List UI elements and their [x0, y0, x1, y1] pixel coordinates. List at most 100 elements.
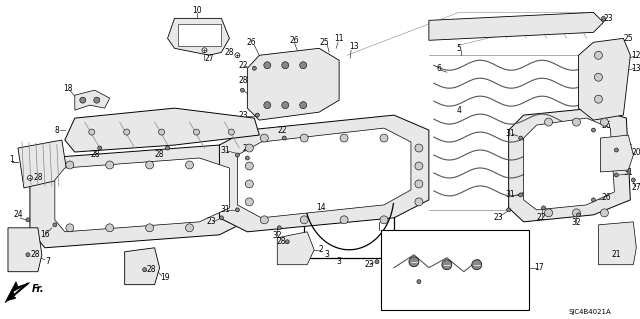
Circle shape: [300, 216, 308, 224]
Circle shape: [282, 136, 286, 140]
Circle shape: [245, 180, 253, 188]
Circle shape: [282, 102, 289, 109]
Text: 11: 11: [334, 34, 344, 43]
Polygon shape: [598, 222, 636, 265]
Text: 17: 17: [534, 263, 543, 272]
Text: 31: 31: [506, 190, 515, 199]
Circle shape: [602, 16, 605, 20]
Circle shape: [600, 118, 609, 126]
Text: 23: 23: [604, 14, 613, 23]
Circle shape: [631, 178, 636, 182]
Circle shape: [285, 240, 289, 244]
Circle shape: [26, 218, 30, 222]
Circle shape: [340, 216, 348, 224]
Bar: [381, 230, 529, 310]
Circle shape: [264, 62, 271, 69]
Circle shape: [235, 53, 240, 58]
Circle shape: [66, 224, 74, 232]
Circle shape: [53, 223, 57, 227]
Circle shape: [124, 129, 130, 135]
Text: 31: 31: [422, 280, 432, 289]
Text: 28: 28: [33, 174, 43, 182]
Text: 10: 10: [193, 6, 202, 15]
Circle shape: [541, 206, 545, 210]
Circle shape: [380, 134, 388, 142]
Circle shape: [417, 280, 421, 284]
Text: 22: 22: [239, 61, 248, 70]
Text: 32: 32: [273, 231, 282, 240]
Text: 24: 24: [243, 144, 252, 152]
Circle shape: [518, 136, 523, 140]
Text: 26: 26: [602, 193, 611, 202]
Circle shape: [595, 51, 602, 59]
Polygon shape: [247, 48, 339, 120]
Text: 27: 27: [632, 183, 640, 192]
Circle shape: [252, 66, 257, 70]
Circle shape: [415, 198, 423, 206]
Text: 3: 3: [324, 250, 330, 259]
Text: 5: 5: [456, 44, 461, 53]
Circle shape: [159, 129, 164, 135]
Text: 3: 3: [337, 257, 342, 266]
Polygon shape: [579, 38, 630, 120]
Circle shape: [518, 193, 523, 197]
Polygon shape: [65, 108, 259, 152]
Text: 16: 16: [40, 230, 50, 239]
Circle shape: [245, 156, 250, 160]
Polygon shape: [75, 90, 109, 110]
Circle shape: [106, 161, 114, 169]
Circle shape: [80, 97, 86, 103]
Text: 13: 13: [632, 64, 640, 73]
Text: Fr.: Fr.: [31, 284, 44, 294]
Circle shape: [595, 73, 602, 81]
Text: 7: 7: [45, 257, 51, 266]
Circle shape: [255, 113, 259, 117]
Text: 14: 14: [316, 204, 326, 212]
Polygon shape: [30, 145, 259, 248]
Text: 28: 28: [239, 76, 248, 85]
Circle shape: [260, 216, 268, 224]
Circle shape: [106, 224, 114, 232]
Circle shape: [146, 224, 154, 232]
Circle shape: [264, 102, 271, 109]
Text: 28: 28: [147, 265, 156, 274]
Circle shape: [66, 161, 74, 169]
Circle shape: [545, 118, 552, 126]
Circle shape: [507, 208, 511, 212]
Text: 6: 6: [436, 64, 442, 73]
Circle shape: [300, 134, 308, 142]
Polygon shape: [220, 115, 429, 232]
Circle shape: [228, 129, 234, 135]
Text: 28: 28: [90, 150, 99, 159]
Circle shape: [26, 253, 30, 257]
Circle shape: [202, 48, 207, 53]
Circle shape: [146, 161, 154, 169]
Polygon shape: [8, 228, 42, 272]
Circle shape: [375, 260, 379, 264]
Circle shape: [595, 95, 602, 103]
Circle shape: [614, 148, 618, 152]
Polygon shape: [168, 19, 229, 55]
Circle shape: [245, 144, 253, 152]
Text: 31: 31: [506, 129, 515, 137]
Polygon shape: [5, 282, 30, 303]
Text: 26: 26: [289, 36, 299, 45]
Circle shape: [98, 146, 102, 150]
Text: 32: 32: [572, 218, 581, 227]
Polygon shape: [55, 158, 229, 232]
Circle shape: [193, 129, 200, 135]
Text: 27: 27: [205, 54, 214, 63]
Circle shape: [577, 213, 580, 217]
Text: 25: 25: [623, 34, 633, 43]
Circle shape: [143, 268, 147, 272]
Circle shape: [591, 128, 595, 132]
Circle shape: [220, 216, 223, 220]
Circle shape: [166, 146, 170, 150]
Circle shape: [245, 162, 253, 170]
Text: 22: 22: [537, 213, 547, 222]
Text: 26: 26: [246, 38, 256, 47]
Text: 8: 8: [54, 126, 60, 135]
Text: 26: 26: [602, 121, 611, 130]
Polygon shape: [125, 248, 159, 285]
Text: 24: 24: [13, 210, 23, 219]
